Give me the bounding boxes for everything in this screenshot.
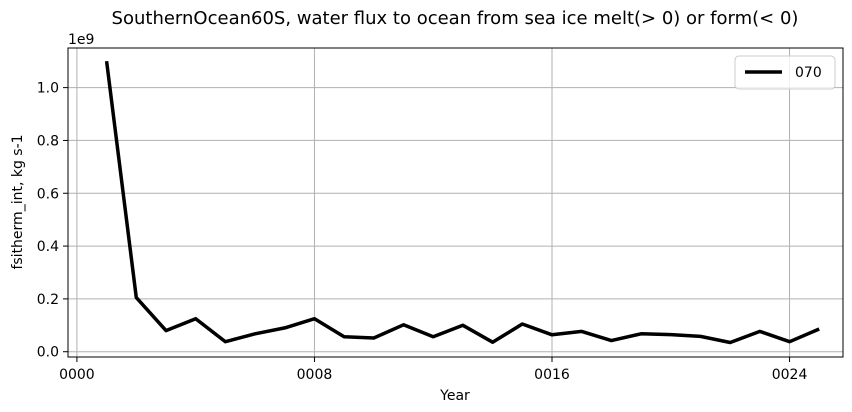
x-axis-label: Year (439, 388, 470, 404)
y-tick-label: 1.0 (37, 81, 59, 97)
y-axis-offset-label: 1e9 (68, 32, 94, 48)
chart-title: SouthernOcean60S, water flux to ocean fr… (112, 8, 799, 29)
legend: 070 (734, 55, 836, 90)
y-tick-label: 0.4 (37, 239, 59, 255)
plot-frame (67, 47, 844, 358)
series-line-070 (104, 60, 820, 345)
y-axis-label: fsitherm_int, kg s-1 (10, 134, 26, 269)
grid (68, 48, 843, 357)
x-tick-label: 0000 (59, 367, 95, 383)
x-axis: 0000 0008 0016 0024 (59, 357, 807, 383)
legend-label-070: 070 (795, 65, 822, 81)
y-tick-label: 0.6 (37, 186, 59, 202)
x-tick-label: 0016 (534, 367, 570, 383)
legend-box (734, 55, 836, 90)
x-tick-label: 0008 (297, 367, 333, 383)
y-axis: 0.0 0.2 0.4 0.6 0.8 1.0 (37, 81, 68, 361)
x-tick-label: 0024 (772, 367, 808, 383)
y-tick-label: 0.2 (37, 292, 59, 308)
y-tick-label: 0.0 (37, 345, 59, 361)
series-layer (104, 60, 820, 345)
y-tick-label: 0.8 (37, 133, 59, 149)
